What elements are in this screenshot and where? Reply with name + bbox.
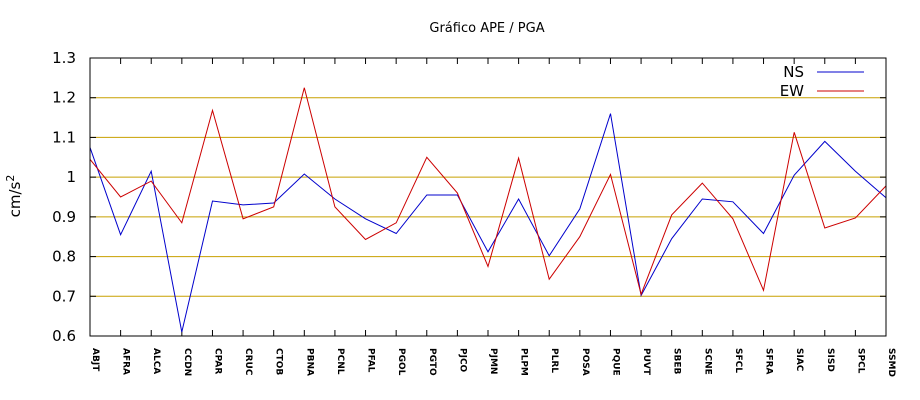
y-tick-label: 0.8 [52,248,76,266]
y-axis-label-unit: cm/s [6,181,24,217]
y-tick-label: 1 [66,168,76,186]
y-tick-label: 1.1 [52,128,76,146]
x-tick-label: PCNL [335,348,345,375]
x-tick-label: PLPM [519,348,529,376]
x-tick-label: PGTO [427,348,437,376]
x-tick-label: CCDN [182,348,192,376]
x-tick-label: ALCA [151,348,161,374]
series-lines [89,87,887,333]
legend-label-ew: EW [780,82,804,100]
series-line-ew [89,87,887,296]
legend-label-ns: NS [783,63,804,81]
series-line-ns [89,113,887,333]
x-tick-label: SSMD [886,348,896,377]
x-tick-label: CPAR [212,348,222,374]
x-tick-label: CRUC [243,348,253,376]
x-tick-label: SFRA [764,348,774,375]
x-tick-label: PGOL [396,348,406,376]
y-axis-ticks: 0.6 0.7 0.8 0.9 1 1.1 1.2 1.3 [52,49,886,345]
y-tick-label: 0.9 [52,208,76,226]
x-tick-label: SIAC [794,348,804,372]
x-tick-label: SCNE [702,348,712,375]
x-tick-label: POSA [580,348,590,376]
y-axis-label: cm/s2 [4,175,24,218]
y-tick-label: 0.7 [52,287,76,305]
x-tick-label: PJMN [488,348,498,374]
chart-title: Gráfico APE / PGA [429,21,544,36]
x-tick-label: PQUE [610,348,620,376]
x-tick-label: PFAL [366,348,376,373]
x-tick-label: SBEB [672,348,682,374]
x-axis-ticks: ABJT AFRA ALCA CCDN CPAR CRUC CTOB PBNA PCNL PFAL… [89,58,896,377]
plot-frame [89,57,887,337]
gridlines [90,97,886,297]
y-tick-label: 1.3 [52,49,76,67]
x-tick-label: PLRL [549,348,559,373]
x-tick-label: SPCL [855,348,865,374]
x-tick-label: SISD [825,348,835,372]
x-tick-label: PUVT [641,348,651,376]
y-axis-label-exponent: 2 [4,175,17,182]
x-tick-label: AFRA [121,348,131,375]
x-tick-label: PJCO [457,348,467,373]
x-tick-label: ABJT [90,348,100,372]
x-tick-label: SFCL [733,348,743,373]
y-tick-label: 1.2 [52,89,76,107]
x-tick-label: CTOB [274,348,284,375]
y-tick-label: 0.6 [52,327,76,345]
x-tick-label: PBNA [304,348,314,376]
